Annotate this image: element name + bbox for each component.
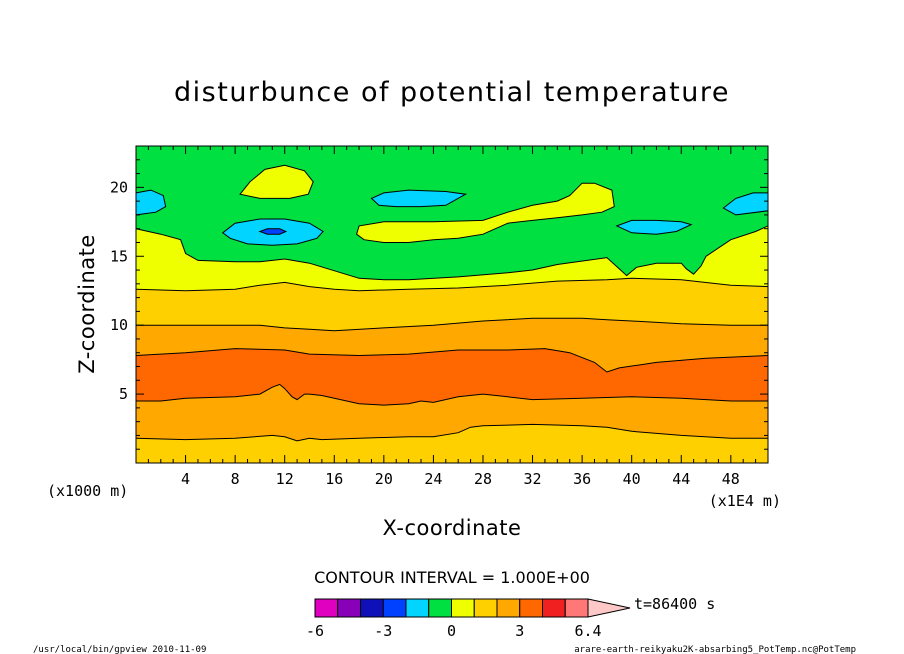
contour-region: [239, 164, 314, 199]
contour-line: [135, 423, 768, 442]
x-tick-label: 28: [474, 470, 492, 488]
x-tick-label: 40: [623, 470, 641, 488]
x-tick-label: 4: [181, 470, 190, 488]
colorbar-tick-label: 0: [447, 622, 456, 640]
time-label: t=86400 s: [634, 595, 715, 613]
contour-line: [135, 277, 769, 292]
colorbar-swatch: [405, 598, 430, 618]
y-tick-label: 5: [119, 385, 128, 403]
colorbar: -6 -3 0 3 6.4: [306, 598, 631, 640]
footer-left: /usr/local/bin/gpview 2010-11-09: [33, 645, 206, 654]
x-tick-label: 20: [375, 470, 393, 488]
contour-interval-label: CONTOUR INTERVAL = 1.000E+00: [314, 568, 590, 587]
colorbar-swatch: [473, 598, 498, 618]
colorbar-swatch: [519, 598, 543, 618]
x-axis-ticks: 4 8 12 16 20 24 28 32 36 40 44 48: [147, 146, 757, 488]
colorbar-swatch: [314, 598, 339, 618]
colorbar-tick-label: -3: [374, 622, 392, 640]
y-tick-label: 15: [110, 247, 128, 265]
colorbar-swatch: [496, 598, 521, 618]
x-tick-label: 48: [722, 470, 740, 488]
colorbar-swatch: [360, 598, 384, 618]
x-axis-label: X-coordinate: [383, 516, 522, 540]
colorbar-tick-label: 3: [515, 622, 524, 640]
contour-region: [615, 219, 693, 235]
x-tick-label: 44: [672, 470, 690, 488]
colorbar-tick-label: -6: [306, 622, 324, 640]
contour-line: [135, 348, 769, 373]
colorbar-swatch: [428, 598, 452, 618]
chart-title: disturbunce of potential temperature: [174, 77, 730, 108]
contour-line: [135, 225, 769, 281]
y-axis-ticks: 5 10 15 20: [110, 159, 768, 450]
contour-regions: [135, 164, 769, 246]
contour-region: [258, 228, 288, 235]
contour-region: [370, 189, 468, 208]
contour-line: [136, 317, 768, 332]
plot-frame: [135, 145, 769, 464]
x-tick-label: 32: [524, 470, 542, 488]
x-tick-label: 12: [276, 470, 294, 488]
contour-band-fill: [136, 146, 768, 280]
x-tick-label: 16: [325, 470, 343, 488]
x-unit-right: (x1E4 m): [709, 492, 781, 510]
colorbar-swatch: [542, 598, 566, 618]
y-axis-label: Z-coordinate: [75, 234, 99, 374]
contour-line: [136, 383, 768, 406]
x-tick-label: 8: [231, 470, 240, 488]
colorbar-swatch: [451, 598, 475, 618]
footer-right: arare-earth-reikyaku2K-absarbing5_PotTem…: [574, 645, 856, 654]
y-tick-label: 20: [110, 178, 128, 196]
colorbar-swatch: [382, 598, 407, 618]
x-tick-label: 36: [573, 470, 591, 488]
colorbar-arrow: [587, 598, 631, 618]
colorbar-swatch: [337, 598, 361, 618]
y-tick-label: 10: [110, 316, 128, 334]
contour-bands: [135, 146, 769, 463]
x-tick-label: 24: [424, 470, 442, 488]
x-unit-left: (x1000 m): [47, 482, 128, 500]
contour-band-fill: [136, 424, 768, 463]
contour-region: [356, 182, 615, 243]
colorbar-swatch: [564, 598, 589, 618]
colorbar-tick-label: 6.4: [574, 622, 601, 640]
